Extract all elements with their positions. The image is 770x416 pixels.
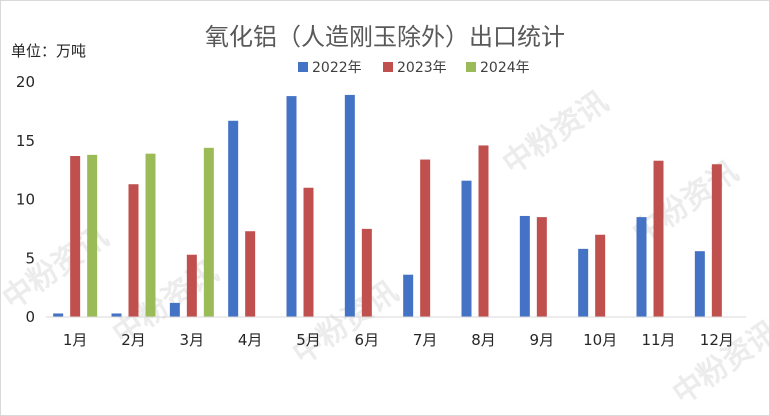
bar [228,120,239,318]
x-tick-label: 8月 [471,331,496,349]
legend-label: 2024年 [480,60,530,76]
bar [595,234,606,317]
legend-label: 2022年 [312,60,362,76]
y-tick-label: 20 [16,73,35,91]
x-tick-label: 12月 [700,331,734,349]
x-tick-label: 11月 [641,331,675,349]
x-tick-label: 3月 [180,331,205,349]
bar [70,156,81,317]
bar [694,251,705,317]
y-tick-label: 10 [16,191,35,209]
bar [53,313,64,317]
x-tick-label: 7月 [413,331,438,349]
bar [636,217,647,317]
watermark-text: 中粉资讯 [1,219,115,316]
bar [111,313,122,317]
bar [653,160,664,317]
bar [461,180,472,317]
x-tick-label: 10月 [583,331,617,349]
bar [186,254,197,317]
legend: 2022年 2023年 2024年 [298,60,530,76]
bars [53,94,722,318]
x-axis: 1月 2月 3月 4月 5月 6月 7月 8月 9月 10月 11月 12月 [63,331,734,349]
bar [203,147,214,317]
bar [286,96,297,317]
x-tick-label: 5月 [296,331,321,349]
bar [87,154,98,317]
y-tick-label: 15 [16,132,35,150]
x-tick-label: 1月 [63,331,88,349]
bar [711,164,722,317]
watermark-text: 中粉资讯 [666,314,769,411]
x-tick-label: 6月 [355,331,380,349]
bar [145,153,156,317]
unit-label: 单位：万吨 [11,42,86,60]
bar [303,187,314,317]
bar [128,184,139,317]
bar [478,145,489,317]
bar [519,215,530,317]
legend-swatch [466,62,476,72]
y-tick-label: 5 [25,249,35,267]
bar [344,94,355,317]
y-tick-label: 0 [25,308,35,326]
bar [403,274,414,317]
legend-label: 2023年 [397,60,447,76]
bar [420,159,431,317]
y-axis: 0 5 10 15 20 [16,73,35,326]
x-tick-label: 9月 [530,331,555,349]
bar [361,228,372,317]
bar [169,302,180,317]
x-tick-label: 4月 [238,331,263,349]
bar [536,217,547,317]
legend-swatch [383,62,393,72]
chart-title: 氧化铝（人造刚玉除外）出口统计 [205,23,565,51]
bar [578,248,589,317]
watermark-text: 中粉资讯 [496,84,614,181]
bar [245,231,256,317]
legend-swatch [298,62,308,72]
x-tick-label: 2月 [121,331,146,349]
